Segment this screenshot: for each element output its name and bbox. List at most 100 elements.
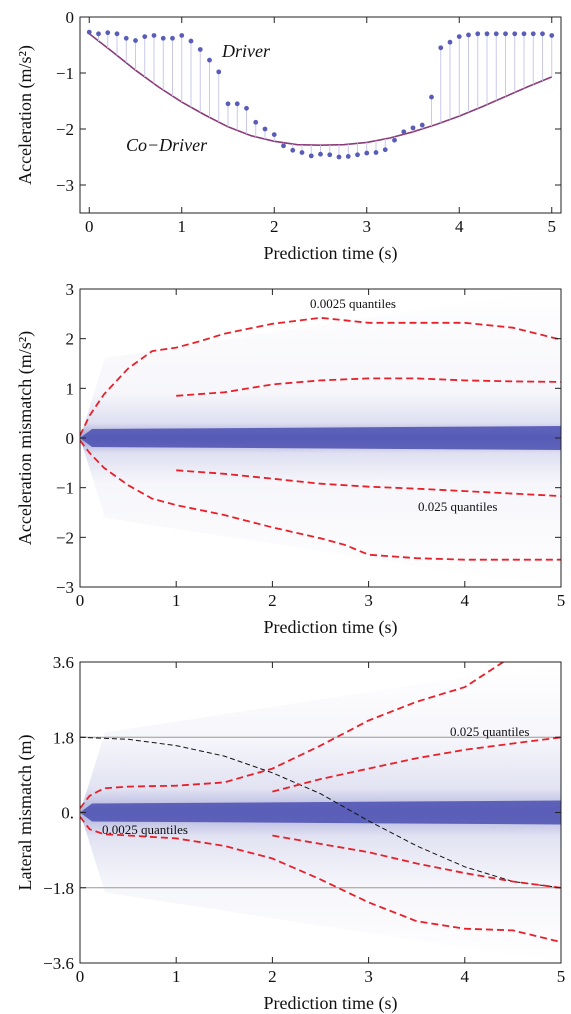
- driver-point: [466, 32, 471, 38]
- driver-point: [179, 33, 185, 38]
- annotation-label: 0.0025 quantiles: [102, 822, 188, 837]
- driver-point: [234, 101, 240, 107]
- x-axis-label: Prediction time (s): [264, 993, 398, 1014]
- driver-point: [281, 143, 286, 149]
- chart-panel-3: 0 1 2 3 4 5 3.6 1.8 0. −1.8 −3.6 Prediction time (s…: [15, 653, 565, 1014]
- driver-point: [373, 150, 379, 155]
- y-tick-label: 1.8: [53, 728, 74, 747]
- driver-point: [271, 132, 277, 138]
- driver-point: [401, 129, 407, 135]
- driver-point: [86, 29, 92, 35]
- density-band: [80, 289, 561, 587]
- driver-point: [364, 150, 370, 156]
- x-tick-label: 4: [461, 591, 470, 610]
- driver-point: [216, 69, 222, 75]
- plot-area: [80, 662, 561, 943]
- driver-point: [114, 31, 120, 37]
- driver-point: [142, 34, 148, 39]
- x-tick-label: 3: [364, 967, 373, 986]
- x-axis-label: Prediction time (s): [264, 243, 398, 264]
- y-tick-label: 1: [66, 379, 75, 398]
- y-tick-label: −1: [56, 479, 74, 498]
- x-tick-label: 5: [557, 967, 566, 986]
- driver-point: [438, 45, 444, 51]
- annotation-label: Driver: [221, 41, 271, 61]
- y-tick-label: −2: [56, 528, 74, 547]
- y-axis-label: Acceleration (m/s²): [15, 45, 36, 185]
- annotation-label: Co−Driver: [126, 135, 208, 155]
- y-tick-label: −3: [56, 578, 74, 597]
- annotation-label: 0.0025 quantiles: [310, 296, 396, 311]
- driver-point: [197, 47, 203, 52]
- driver-point: [447, 39, 453, 45]
- x-axis-label: Prediction time (s): [264, 617, 398, 638]
- annotation-label: 0.025 quantiles: [418, 499, 497, 514]
- driver-point: [96, 31, 101, 37]
- x-tick-label: 2: [268, 967, 277, 986]
- y-tick-label: 3: [66, 280, 75, 299]
- chart-panel-1: 0 1 2 3 4 5 0 −1 −2 −3 Prediction time (s) Accelera…: [15, 8, 562, 264]
- quantile-curve: [176, 469, 561, 497]
- x-tick-label: 4: [455, 217, 464, 236]
- x-tick-label: 0: [76, 591, 85, 610]
- y-tick-label: −3.6: [43, 954, 74, 973]
- driver-point: [410, 125, 416, 131]
- annotation-label: 0.025 quantiles: [450, 724, 529, 739]
- x-tick-label: 5: [557, 591, 566, 610]
- driver-point: [549, 33, 555, 38]
- driver-point: [355, 152, 360, 158]
- driver-point: [392, 137, 397, 143]
- driver-point: [512, 31, 518, 37]
- quantile-curve: [176, 377, 561, 397]
- driver-point: [207, 57, 212, 63]
- quantile-curve: [80, 316, 561, 436]
- x-tick-label: 5: [548, 217, 557, 236]
- driver-point: [170, 35, 175, 41]
- quantile-curve: [80, 736, 561, 889]
- driver-point: [262, 126, 268, 132]
- driver-point: [345, 154, 351, 159]
- driver-point: [419, 122, 425, 128]
- codriver-line: [88, 33, 553, 147]
- driver-point: [253, 119, 259, 125]
- y-tick-label: −1.8: [43, 879, 74, 898]
- driver-point: [456, 34, 462, 39]
- plot-area: [80, 316, 561, 561]
- y-tick-label: 0: [66, 429, 75, 448]
- x-tick-label: 4: [461, 967, 470, 986]
- x-tick-label: 1: [172, 967, 181, 986]
- quantile-curve: [80, 439, 561, 561]
- driver-point: [299, 150, 305, 155]
- driver-point: [318, 151, 323, 157]
- y-tick-label: 0: [66, 8, 75, 27]
- driver-point: [160, 35, 166, 41]
- driver-point: [244, 105, 249, 111]
- x-tick-label: 1: [172, 591, 181, 610]
- driver-point: [475, 31, 481, 37]
- quantile-curve: [80, 816, 561, 943]
- x-tick-label: 1: [178, 217, 187, 236]
- x-tick-label: 0: [76, 967, 85, 986]
- y-tick-label: −1: [56, 64, 74, 83]
- quantile-curve: [272, 736, 561, 793]
- driver-point: [225, 101, 231, 107]
- driver-point: [105, 30, 111, 36]
- driver-point: [188, 38, 194, 44]
- quantile-curve: [80, 662, 504, 809]
- plot-frame: [79, 16, 562, 214]
- driver-point: [308, 153, 314, 159]
- y-axis-label: Acceleration mismatch (m/s²): [15, 331, 36, 545]
- driver-point: [530, 31, 536, 37]
- y-tick-label: 3.6: [53, 653, 74, 672]
- density-band: [80, 662, 561, 963]
- x-tick-label: 2: [268, 591, 277, 610]
- x-tick-label: 2: [270, 217, 279, 236]
- driver-point: [540, 31, 545, 37]
- x-tick-label: 3: [364, 591, 373, 610]
- driver-point: [290, 147, 296, 153]
- y-axis-label: Lateral mismatch (m): [15, 735, 36, 891]
- quantile-curve: [272, 834, 561, 889]
- driver-point: [521, 31, 527, 37]
- plot-area: [86, 29, 555, 160]
